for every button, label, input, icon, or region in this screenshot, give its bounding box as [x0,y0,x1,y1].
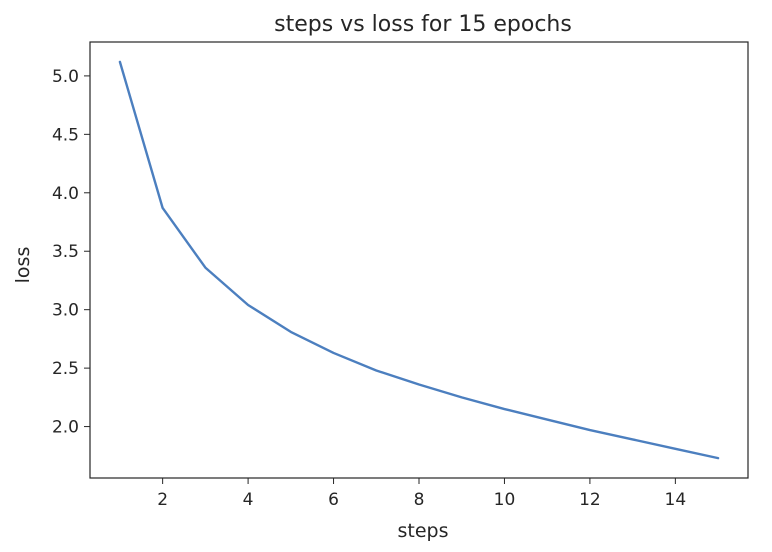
y-axis-label: loss [12,247,34,284]
plot-area: 2 4 6 8 10 12 14 2.0 2.5 3.0 3.5 4.0 4.5 5.0 [52,41,749,510]
y-tick-label: 4.5 [52,125,79,145]
x-axis-label: steps [398,520,449,542]
x-tick-label: 2 [157,490,168,510]
y-tick-label: 2.5 [52,359,79,379]
x-tick-label: 10 [494,490,516,510]
x-tick-label: 12 [579,490,601,510]
y-tick-label: 2.0 [52,418,79,438]
x-tick-label: 6 [328,490,339,510]
y-tick-label: 4.0 [52,184,79,204]
chart-title: steps vs loss for 15 epochs [274,12,572,37]
x-tick-label: 8 [414,490,425,510]
axes-frame [89,41,749,479]
x-tick-label: 4 [243,490,254,510]
series-line-0 [118,60,720,460]
y-tick-label: 3.0 [52,301,79,321]
x-tick-label: 14 [665,490,687,510]
y-tick-label: 3.5 [52,242,79,262]
y-tick-label: 5.0 [52,67,79,87]
